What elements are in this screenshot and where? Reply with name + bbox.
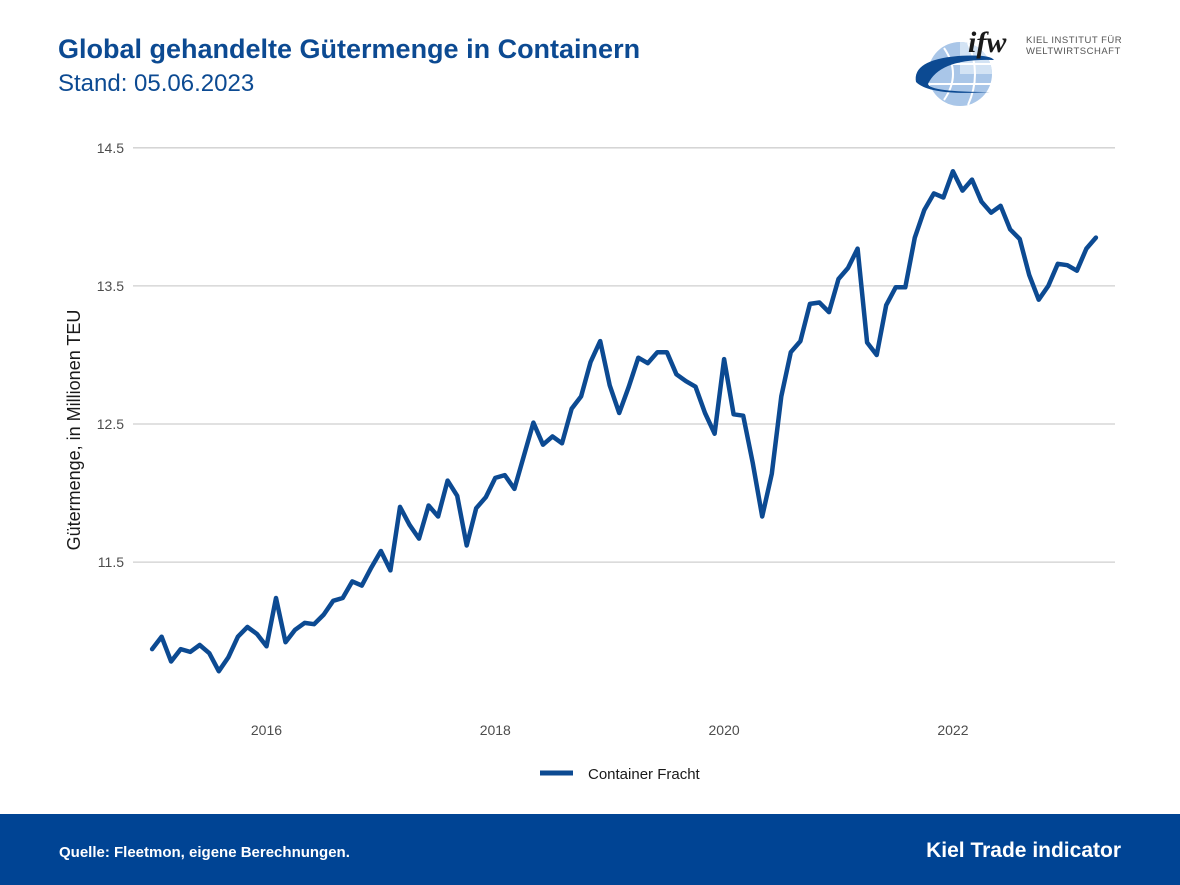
y-tick-label: 14.5 [97,140,124,156]
ifw-logo: ifw KIEL INSTITUT FÜR WELTWIRTSCHAFT [915,26,1122,106]
x-tick-label: 2020 [709,722,740,738]
y-tick-label: 12.5 [97,416,124,432]
logo-line-2: WELTWIRTSCHAFT [1026,46,1121,57]
y-axis-ticks: 11.5 12.5 13.5 14.5 [97,140,124,570]
y-axis-label: Gütermenge, in Millionen TEU [64,310,84,551]
x-tick-label: 2022 [937,722,968,738]
source-note: Quelle: Fleetmon, eigene Berechnungen. [59,844,350,861]
y-tick-label: 11.5 [98,554,124,570]
series-line [149,169,1099,674]
globe-icon [915,42,994,106]
brand-label: Kiel Trade indicator [926,839,1121,862]
y-tick-label: 13.5 [97,278,124,294]
x-tick-label: 2016 [251,722,282,738]
x-axis-ticks: 2016 2018 2020 2022 [251,722,969,738]
logo-line-1: KIEL INSTITUT FÜR [1026,35,1122,46]
x-tick-label: 2018 [480,722,511,738]
series-layer [149,169,1099,674]
chart-title: Global gehandelte Gütermenge in Containe… [58,34,641,64]
legend: Container Fracht [540,766,701,783]
legend-label: Container Fracht [588,766,701,783]
line-chart: 11.5 12.5 13.5 14.5 2016 2018 2020 2022 Güterm… [64,140,1115,783]
footer-bar: Quelle: Fleetmon, eigene Berechnungen. K… [0,814,1180,885]
logo-mark: ifw [968,26,1007,59]
chart-subtitle: Stand: 05.06.2023 [58,70,255,97]
gridlines [133,147,1115,563]
